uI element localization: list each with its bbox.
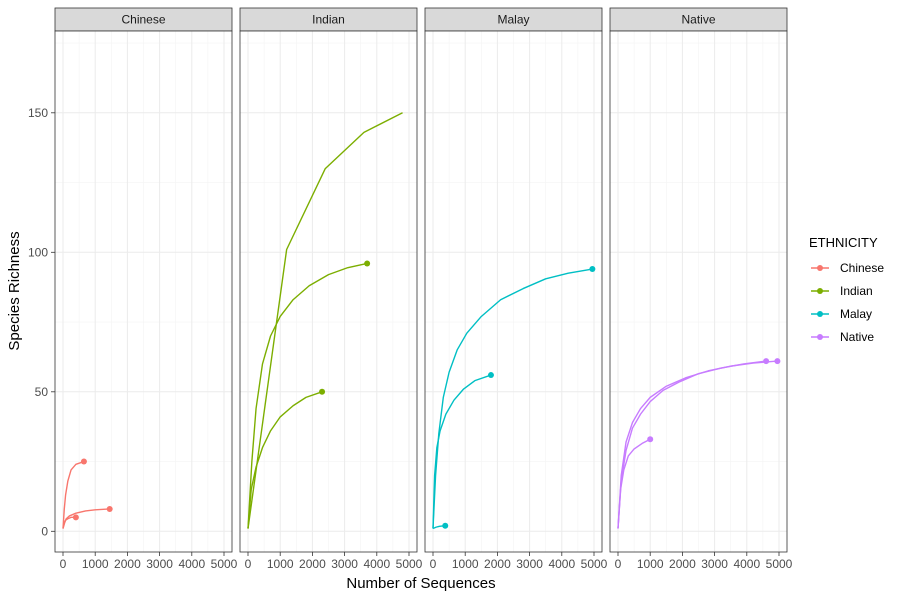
x-tick-label: 4000 bbox=[733, 557, 760, 571]
facet-panels: Chinese Indian Malay Native bbox=[54, 7, 788, 553]
x-tick-label: 5000 bbox=[581, 557, 608, 571]
x-axis-title: Number of Sequences bbox=[346, 575, 495, 592]
legend-item-native: Native bbox=[811, 330, 874, 344]
rarefaction-curve bbox=[432, 268, 593, 529]
curve-endpoint-point bbox=[442, 522, 449, 529]
legend-title: ETHNICITY bbox=[809, 235, 878, 250]
legend-key-point bbox=[817, 288, 823, 294]
rarefaction-curve bbox=[62, 508, 110, 529]
x-tick-label: 5000 bbox=[766, 557, 793, 571]
curve-endpoint-point bbox=[80, 458, 87, 465]
x-tick-label: 3000 bbox=[701, 557, 728, 571]
x-tick-label: 0 bbox=[615, 557, 622, 571]
curve-endpoint-point bbox=[763, 358, 770, 365]
legend-key-point bbox=[817, 311, 823, 317]
legend-item-chinese: Chinese bbox=[811, 261, 884, 275]
facet-strip-label: Native bbox=[681, 13, 715, 27]
rarefaction-curve bbox=[617, 360, 778, 529]
x-tick-label: 5000 bbox=[211, 557, 238, 571]
x-tick-label: 3000 bbox=[146, 557, 173, 571]
panel-border bbox=[239, 30, 418, 553]
panel-border bbox=[609, 30, 788, 553]
y-tick-label: 100 bbox=[28, 245, 48, 259]
x-tick-label: 3000 bbox=[516, 557, 543, 571]
x-axis-malay: 0 1000 2000 3000 4000 5000 bbox=[430, 552, 608, 571]
facet-panel-indian: Indian bbox=[239, 7, 418, 553]
curve-endpoint-point bbox=[106, 505, 113, 512]
x-tick-label: 4000 bbox=[548, 557, 575, 571]
curve-endpoint-point bbox=[647, 436, 654, 443]
curve-endpoint-point bbox=[774, 358, 781, 365]
x-tick-label: 1000 bbox=[637, 557, 664, 571]
rarefaction-curve bbox=[617, 438, 651, 529]
legend-key-point bbox=[817, 334, 823, 340]
x-axes: 0 1000 2000 3000 4000 5000 0 1000 2000 3000 4000 50… bbox=[60, 552, 793, 571]
x-tick-label: 0 bbox=[245, 557, 252, 571]
x-tick-label: 2000 bbox=[299, 557, 326, 571]
x-tick-label: 4000 bbox=[178, 557, 205, 571]
y-axis: 0 50 100 150 bbox=[28, 106, 55, 538]
rarefaction-curve bbox=[432, 374, 492, 529]
x-tick-label: 1000 bbox=[82, 557, 109, 571]
rarefaction-curve bbox=[247, 112, 403, 529]
curve-endpoint-point bbox=[72, 514, 79, 521]
y-tick-label: 50 bbox=[35, 385, 49, 399]
x-tick-label: 4000 bbox=[363, 557, 390, 571]
y-tick-label: 0 bbox=[41, 524, 48, 538]
curve-endpoint-point bbox=[487, 372, 494, 379]
facet-panel-malay: Malay bbox=[424, 7, 603, 553]
legend-item-malay: Malay bbox=[811, 307, 872, 321]
legend-item-indian: Indian bbox=[811, 284, 873, 298]
facet-strip-label: Chinese bbox=[121, 13, 165, 27]
x-tick-label: 1000 bbox=[267, 557, 294, 571]
facet-panel-chinese: Chinese bbox=[54, 7, 233, 553]
y-tick-label: 150 bbox=[28, 106, 48, 120]
legend-label: Indian bbox=[840, 284, 873, 298]
panel-border bbox=[424, 30, 603, 553]
x-tick-label: 0 bbox=[430, 557, 437, 571]
x-axis-chinese: 0 1000 2000 3000 4000 5000 bbox=[60, 552, 238, 571]
x-tick-label: 2000 bbox=[114, 557, 141, 571]
facet-strip-label: Malay bbox=[497, 13, 529, 27]
x-tick-label: 5000 bbox=[396, 557, 423, 571]
x-tick-label: 2000 bbox=[484, 557, 511, 571]
legend-label: Malay bbox=[840, 307, 872, 321]
facet-strip-label: Indian bbox=[312, 13, 345, 27]
facet-panel-native: Native bbox=[609, 7, 788, 553]
x-axis-native: 0 1000 2000 3000 4000 5000 bbox=[615, 552, 793, 571]
curve-endpoint-point bbox=[589, 266, 596, 273]
legend-label: Chinese bbox=[840, 261, 884, 275]
rarefaction-curve bbox=[62, 460, 85, 529]
x-tick-label: 2000 bbox=[669, 557, 696, 571]
legend-key-point bbox=[817, 265, 823, 271]
y-axis-title: Species Richness bbox=[6, 231, 23, 350]
panel-border bbox=[54, 30, 233, 553]
x-tick-label: 1000 bbox=[452, 557, 479, 571]
x-tick-label: 0 bbox=[60, 557, 67, 571]
rarefaction-curve bbox=[247, 262, 368, 529]
legend: ETHNICITY Chinese Indian Malay Native bbox=[809, 235, 884, 344]
curve-endpoint-point bbox=[364, 260, 371, 267]
legend-label: Native bbox=[840, 330, 874, 344]
x-axis-indian: 0 1000 2000 3000 4000 5000 bbox=[245, 552, 423, 571]
rarefaction-curve bbox=[247, 391, 323, 529]
x-tick-label: 3000 bbox=[331, 557, 358, 571]
curve-endpoint-point bbox=[319, 388, 326, 395]
